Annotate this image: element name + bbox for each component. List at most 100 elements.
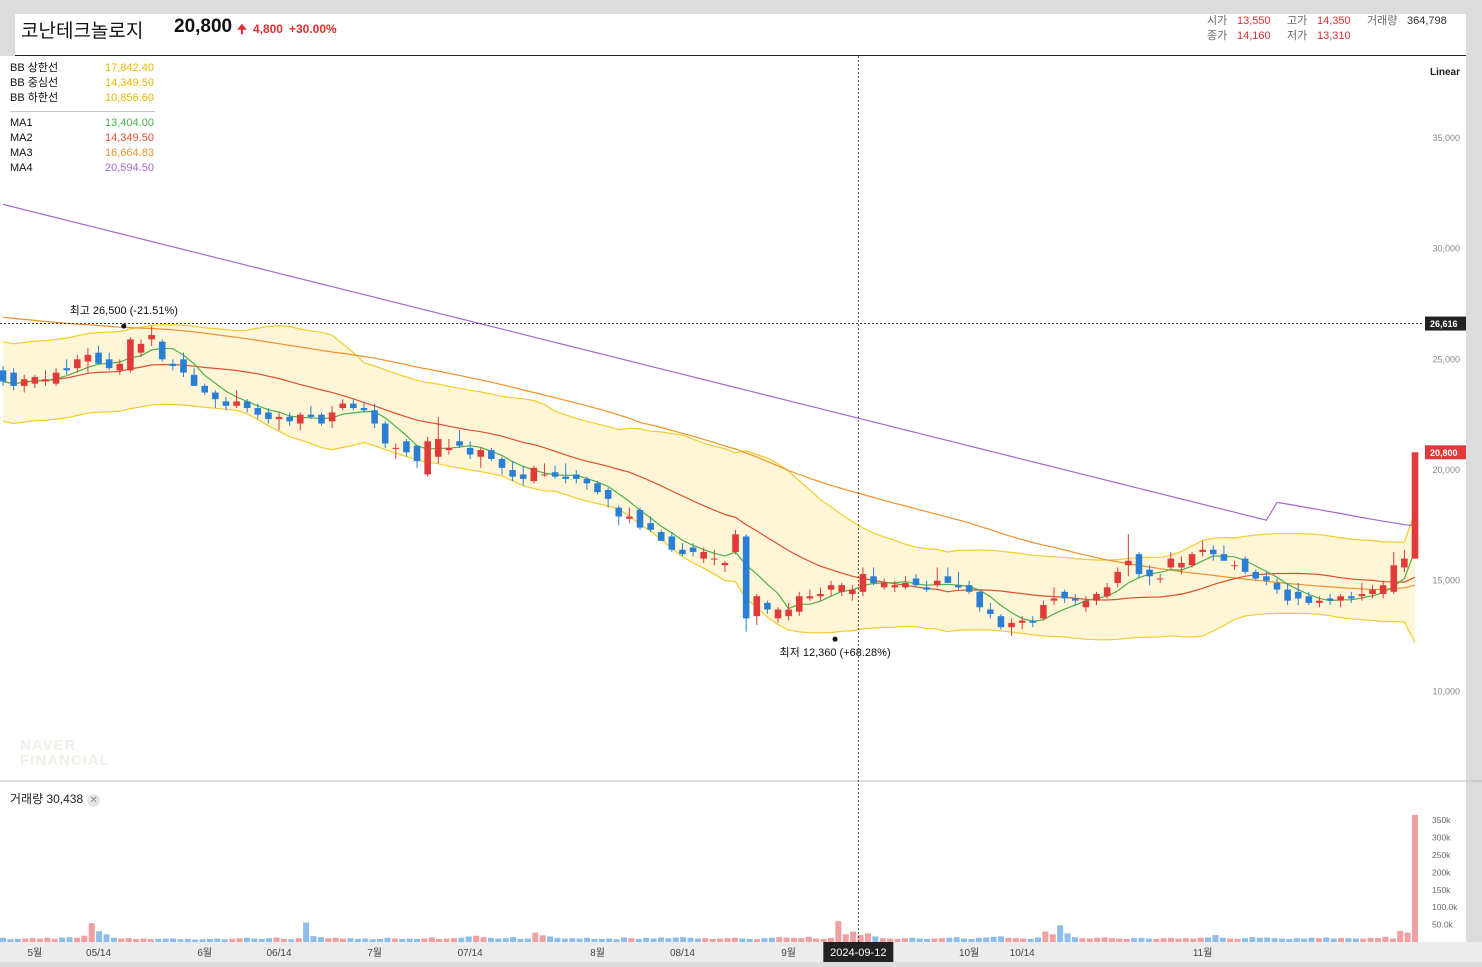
y-tick-label: 20,000 xyxy=(1432,465,1460,475)
volume-bar xyxy=(569,938,576,942)
volume-panel xyxy=(0,781,1423,942)
ma4-line xyxy=(2,203,1416,527)
y-tick-label: 15,000 xyxy=(1432,576,1460,586)
volume-bar xyxy=(118,938,125,942)
scale-toggle[interactable]: Linear xyxy=(1430,67,1461,78)
volume-bar xyxy=(1027,938,1034,942)
volume-bar xyxy=(827,937,834,942)
legend-ma1-label: MA1 xyxy=(10,117,33,129)
open-close-block: 시가 13,550 종가 14,160 xyxy=(1207,14,1281,44)
x-tick-label: 07/14 xyxy=(458,948,483,959)
volume-bar xyxy=(702,938,709,942)
volume-bar xyxy=(613,939,620,942)
volume-bar xyxy=(1175,938,1182,942)
candle xyxy=(20,379,28,386)
candle xyxy=(976,591,984,608)
candle xyxy=(1093,594,1100,601)
volume-bar xyxy=(377,938,384,942)
candle xyxy=(859,574,867,592)
candle xyxy=(955,585,962,588)
volume-bar xyxy=(1249,937,1256,942)
close-icon[interactable]: ✕ xyxy=(87,794,101,807)
volume-bar xyxy=(384,937,391,942)
candle xyxy=(190,374,198,386)
stock-price: 20,800 xyxy=(174,16,233,37)
volume-bar xyxy=(1360,938,1367,942)
volume-bar xyxy=(975,937,982,942)
candle xyxy=(10,372,17,386)
volume-bar xyxy=(495,938,502,942)
volume-bar xyxy=(998,936,1005,942)
legend-ma4: MA4 20,594.50 xyxy=(10,161,155,176)
stock-name: 코난테크놀로지 xyxy=(21,21,144,42)
volume-bar xyxy=(539,935,546,942)
candle xyxy=(541,474,548,476)
legend-bb-lower-value: 10,856.60 xyxy=(105,92,154,104)
crosshair-date-label: 2024-09-12 xyxy=(830,947,886,959)
candle xyxy=(413,445,421,462)
ma2-line xyxy=(2,363,1416,601)
volume-bar xyxy=(325,938,332,942)
x-tick-label: 6월 xyxy=(197,947,212,959)
volume-bar xyxy=(924,938,931,942)
volume-bar xyxy=(776,937,783,942)
volume-bar xyxy=(517,938,524,942)
volume-bar xyxy=(170,938,177,942)
candle xyxy=(562,476,569,479)
volume-bar xyxy=(147,939,154,942)
legend-ma2: MA2 14,349.50 xyxy=(10,131,155,146)
candle xyxy=(148,334,155,340)
watermark-line-2: FINANCIAL xyxy=(20,752,110,769)
volume-bar xyxy=(214,938,221,942)
candle xyxy=(1284,589,1291,601)
volume-bar xyxy=(1315,938,1322,942)
candle xyxy=(0,370,7,382)
price-change: 🠉 4,800 +30.00% xyxy=(237,20,343,41)
candle xyxy=(657,532,665,541)
candle xyxy=(243,401,251,409)
candle xyxy=(169,363,177,366)
ma3-line xyxy=(2,316,1416,591)
volume-bar xyxy=(1227,938,1234,942)
change-percent: +30.00% xyxy=(288,22,337,36)
candle xyxy=(742,536,750,619)
volume-bar xyxy=(1264,937,1271,942)
candle xyxy=(1379,585,1387,595)
candle xyxy=(339,403,347,409)
candle xyxy=(127,339,134,371)
volume-bar xyxy=(1042,931,1049,942)
volume-value: 364,798 xyxy=(1407,15,1447,27)
candle xyxy=(1273,582,1281,590)
candle xyxy=(1401,558,1408,568)
legend-bb-upper-label: BB 상한선 xyxy=(10,62,59,74)
volume-bar xyxy=(1131,938,1138,942)
legend-divider xyxy=(10,111,155,112)
volume-bar xyxy=(1278,938,1285,942)
volume-tick-label: 300k xyxy=(1432,833,1451,843)
volume-bar xyxy=(591,938,598,942)
volume-bar xyxy=(1057,925,1064,942)
candle xyxy=(1411,452,1419,559)
candle xyxy=(944,576,952,583)
volume-bar xyxy=(1049,934,1056,942)
candle xyxy=(381,423,389,444)
volume-bar xyxy=(332,937,339,942)
candle xyxy=(158,341,166,360)
volume-bar xyxy=(155,938,162,942)
volume-bar xyxy=(36,938,43,942)
volume-bar xyxy=(1197,937,1204,942)
price-tag xyxy=(1425,316,1466,331)
candle xyxy=(1252,571,1260,579)
volume-bar xyxy=(51,938,58,942)
candle xyxy=(1018,620,1026,623)
volume-tick-label: 100.0k xyxy=(1432,902,1458,912)
candle xyxy=(1188,554,1196,566)
price-panel xyxy=(0,56,1423,781)
bollinger-upper-line xyxy=(2,324,1416,561)
candle xyxy=(700,551,707,559)
open-value: 13,550 xyxy=(1237,15,1271,27)
volume-bar xyxy=(73,937,80,942)
volume-bar xyxy=(1079,938,1086,942)
